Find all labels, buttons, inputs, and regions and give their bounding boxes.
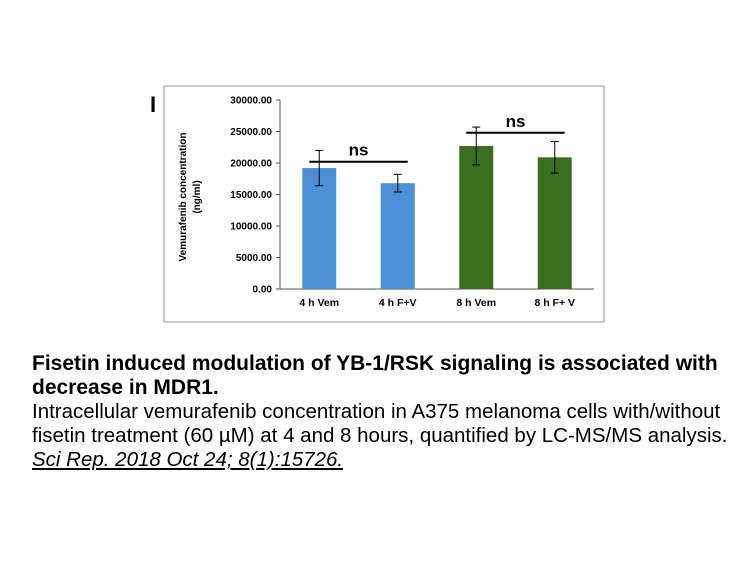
panel-label: I xyxy=(150,92,156,117)
bar xyxy=(380,183,415,289)
y-ticks: 0.00 5000.00 10000.00 15000.00 20000.00 25000… xyxy=(230,96,280,296)
x-tick-label: 4 h F+V xyxy=(379,297,417,309)
chart-frame xyxy=(163,85,605,323)
bar-chart: I Vemurafenib concentration (ng/ml) 0.00… xyxy=(150,85,605,323)
bar xyxy=(537,157,572,289)
significance-label: ns xyxy=(506,112,526,131)
y-tick-label: 0.00 xyxy=(253,285,273,296)
figure-panel: I Vemurafenib concentration (ng/ml) 0.00… xyxy=(146,82,608,330)
y-tick-label: 10000.00 xyxy=(230,222,272,233)
bar xyxy=(459,145,494,289)
y-axis-title-line2: (ng/ml) xyxy=(192,180,203,213)
y-axis-title-line1: Vemurafenib concentration xyxy=(178,133,189,262)
y-tick-label: 30000.00 xyxy=(230,96,272,107)
caption-body: Intracellular vemurafenib concentration … xyxy=(32,400,732,472)
y-axis-title: Vemurafenib concentration (ng/ml) xyxy=(178,133,203,262)
x-tick-label: 4 h Vem xyxy=(299,297,339,309)
y-tick-label: 20000.00 xyxy=(230,159,272,170)
significance-annotations: ns ns xyxy=(309,112,565,163)
bars xyxy=(302,145,572,289)
y-tick-label: 25000.00 xyxy=(230,127,272,138)
x-tick-label: 8 h Vem xyxy=(456,297,496,309)
caption-title: Fisetin induced modulation of YB-1/RSK s… xyxy=(32,352,718,399)
x-tick-label: 8 h F+ V xyxy=(534,297,575,309)
y-tick-label: 5000.00 xyxy=(236,253,273,264)
significance-label: ns xyxy=(349,141,369,160)
bar xyxy=(302,168,337,289)
x-tick-labels: 4 h Vem 4 h F+V 8 h Vem 8 h F+ V xyxy=(299,297,575,309)
caption-text: Intracellular vemurafenib concentration … xyxy=(32,400,728,447)
citation-link[interactable]: Sci Rep. 2018 Oct 24; 8(1):15726. xyxy=(32,448,344,471)
figure-caption: Fisetin induced modulation of YB-1/RSK s… xyxy=(32,352,732,472)
y-tick-label: 15000.00 xyxy=(230,190,272,201)
